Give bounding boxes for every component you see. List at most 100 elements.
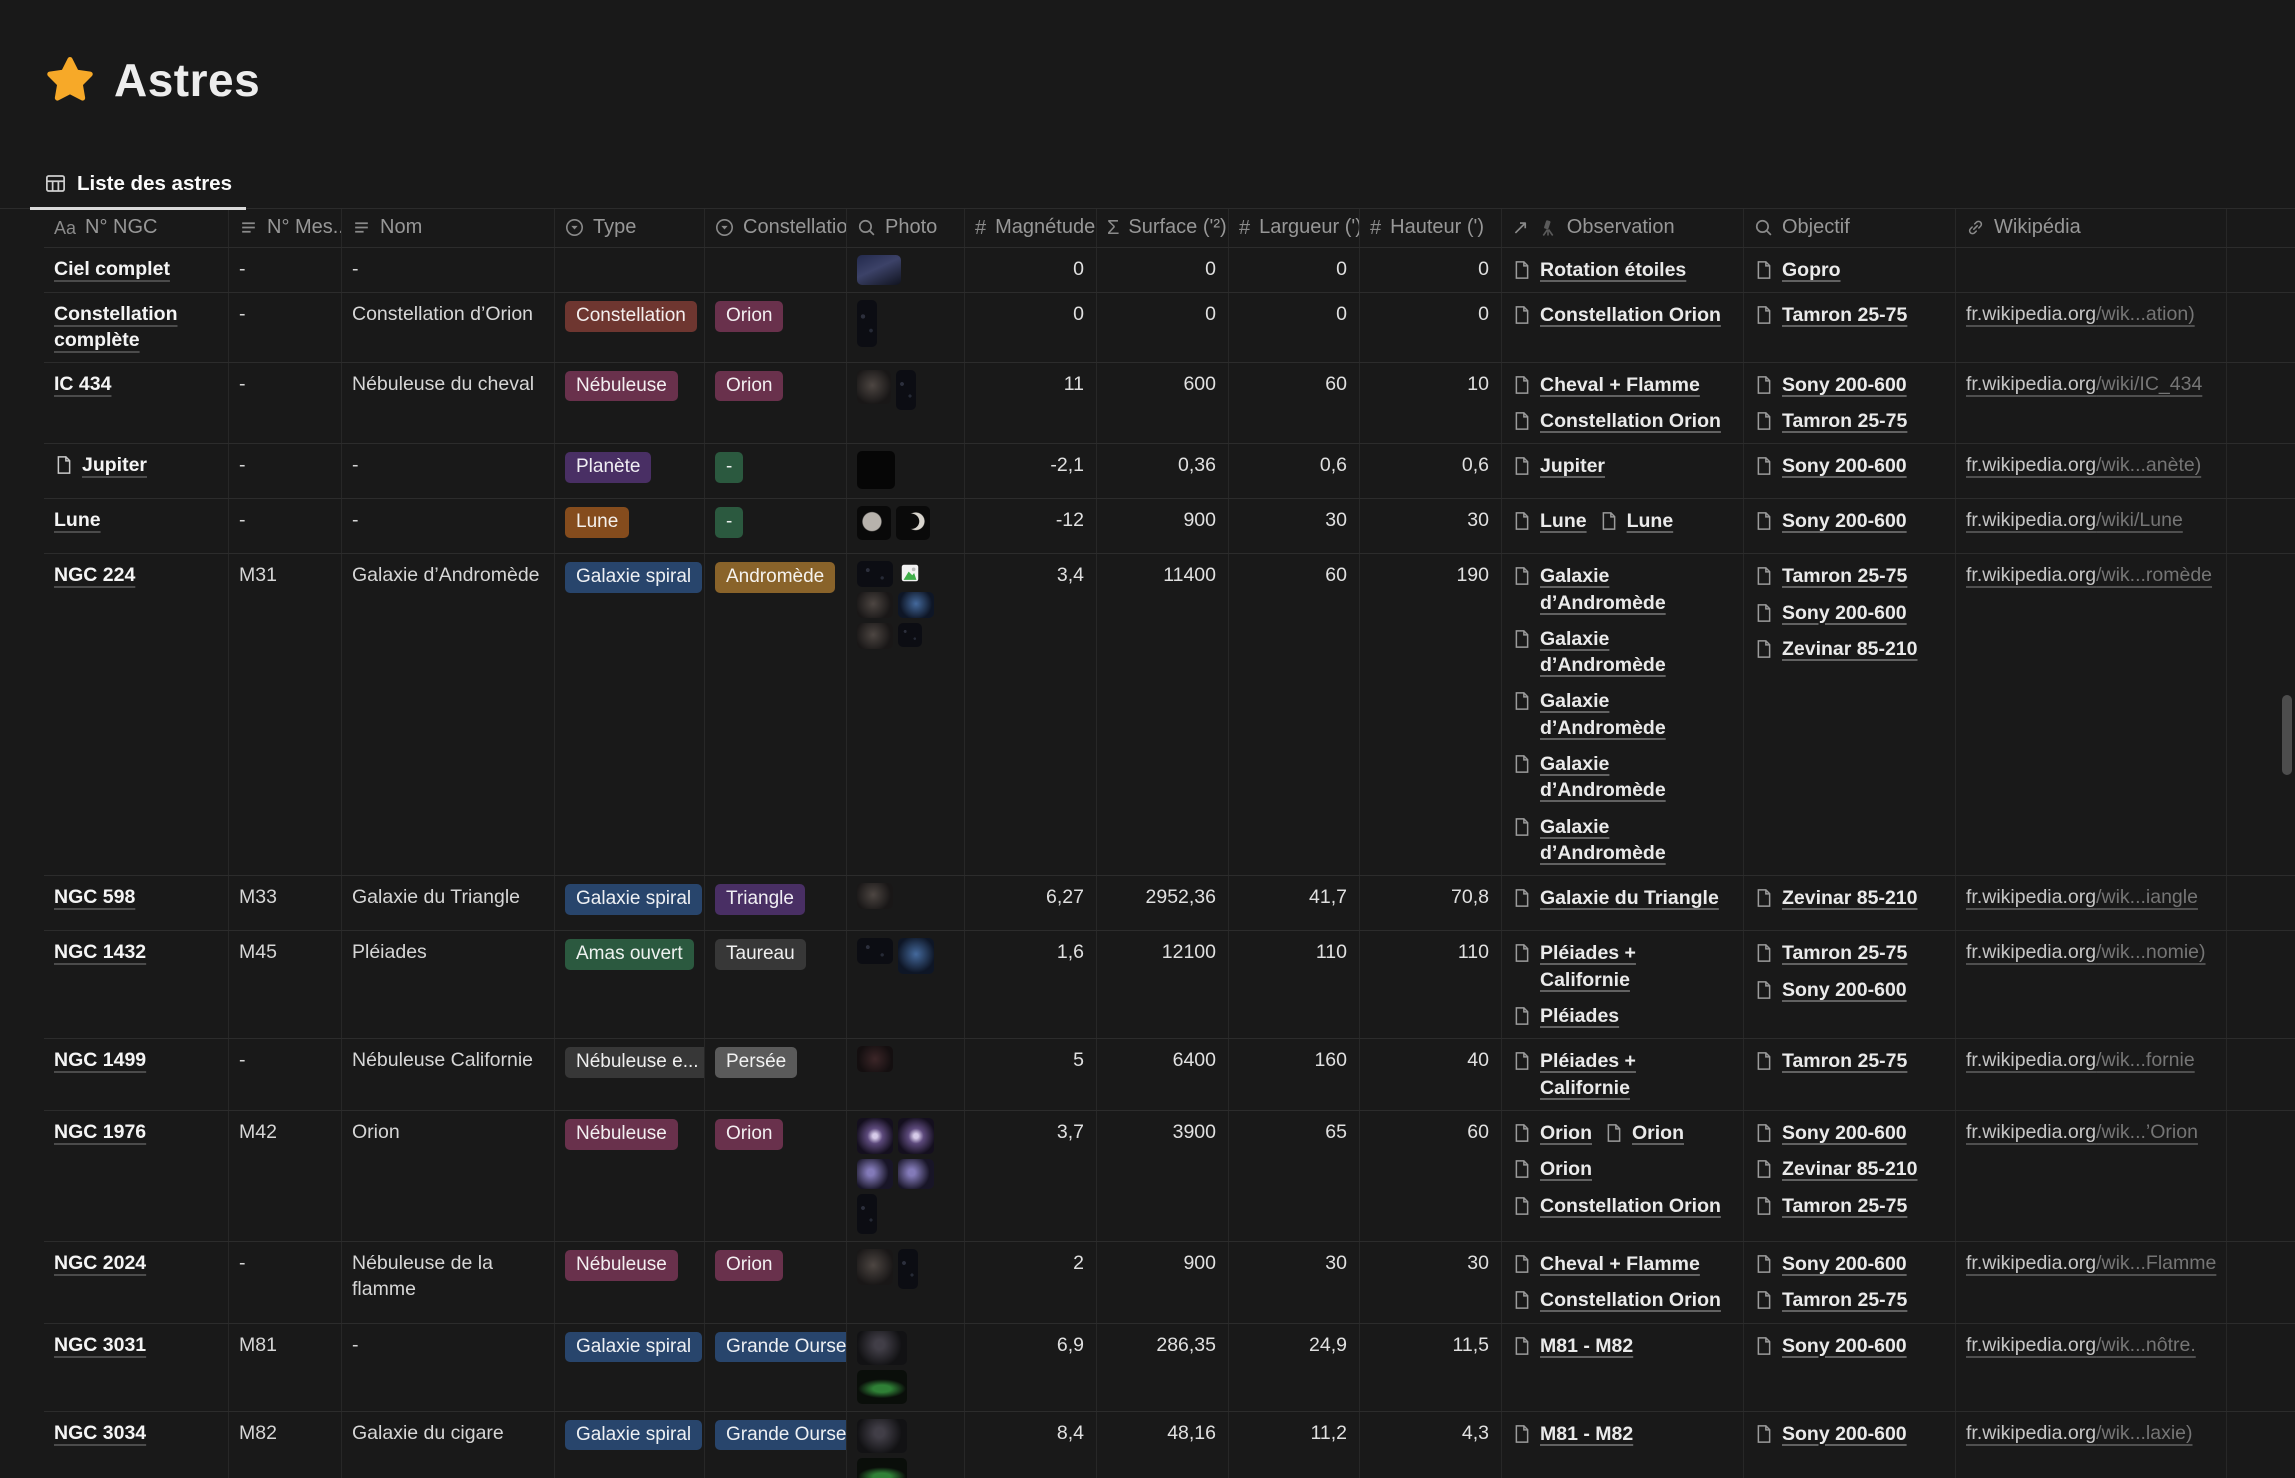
cell-hauteur[interactable]: 0,6 <box>1360 444 1502 499</box>
cell-nom[interactable]: - <box>342 1323 555 1411</box>
cell-photo[interactable] <box>847 1411 965 1478</box>
photo-thumbnail[interactable] <box>857 506 891 541</box>
cell-photo[interactable] <box>847 292 965 362</box>
column-header-messier[interactable]: N° Mes... <box>229 208 342 247</box>
cell-hauteur[interactable]: 40 <box>1360 1039 1502 1110</box>
cell-magnitude[interactable]: 11 <box>965 362 1097 444</box>
cell-largeur[interactable]: 60 <box>1229 362 1360 444</box>
cell-wikipedia[interactable]: fr.wikipedia.org/wiki/IC_434 <box>1956 362 2227 444</box>
cell-type[interactable]: Nébuleuse <box>555 1241 705 1323</box>
cell-surface[interactable]: 2952,36 <box>1097 876 1229 931</box>
cell-wikipedia[interactable]: fr.wikipedia.org/wik...anète) <box>1956 444 2227 499</box>
cell-hauteur[interactable]: 0 <box>1360 292 1502 362</box>
cell-ngc[interactable]: NGC 3034 <box>44 1411 229 1478</box>
cell-objectif[interactable]: Gopro <box>1744 247 1956 292</box>
column-header-hauteur[interactable]: # Hauteur (') <box>1360 208 1502 247</box>
cell-wikipedia[interactable]: fr.wikipedia.org/wik...fornie <box>1956 1039 2227 1110</box>
cell-type[interactable]: Nébuleuse e... <box>555 1039 705 1110</box>
cell-messier[interactable]: - <box>229 362 342 444</box>
cell-constellation[interactable]: - <box>705 499 847 554</box>
cell-hauteur[interactable]: 30 <box>1360 1241 1502 1323</box>
relation-chip[interactable]: Rotation étoiles <box>1512 257 1686 283</box>
relation-chip[interactable]: Tamron 25-75 <box>1754 1193 1907 1219</box>
relation-chip[interactable]: Galaxie d’Andromède <box>1512 626 1721 679</box>
row-title[interactable]: NGC 2024 <box>54 1251 147 1274</box>
column-header-magnitude[interactable]: # Magnétude <box>965 208 1097 247</box>
cell-messier[interactable]: - <box>229 1241 342 1323</box>
cell-photo[interactable] <box>847 444 965 499</box>
photo-thumbnail[interactable] <box>857 1117 893 1154</box>
photo-thumbnail[interactable] <box>857 1248 893 1285</box>
cell-largeur[interactable]: 160 <box>1229 1039 1360 1110</box>
cell-constellation[interactable]: - <box>705 444 847 499</box>
cell-magnitude[interactable]: 0 <box>965 247 1097 292</box>
cell-observation[interactable]: Constellation Orion <box>1502 292 1744 362</box>
cell-surface[interactable]: 900 <box>1097 1241 1229 1323</box>
cell-ngc[interactable]: Constellation complète <box>44 292 229 362</box>
cell-observation[interactable]: Jupiter <box>1502 444 1744 499</box>
cell-observation[interactable]: Galaxie du Triangle <box>1502 876 1744 931</box>
cell-surface[interactable]: 600 <box>1097 362 1229 444</box>
cell-largeur[interactable]: 30 <box>1229 1241 1360 1323</box>
cell-largeur[interactable]: 24,9 <box>1229 1323 1360 1411</box>
cell-magnitude[interactable]: -12 <box>965 499 1097 554</box>
cell-nom[interactable]: Nébuleuse du cheval <box>342 362 555 444</box>
cell-surface[interactable]: 900 <box>1097 499 1229 554</box>
cell-largeur[interactable]: 11,2 <box>1229 1411 1360 1478</box>
photo-thumbnail[interactable] <box>898 1158 934 1189</box>
row-title[interactable]: IC 434 <box>54 372 112 395</box>
relation-chip[interactable]: Lune <box>1599 508 1673 534</box>
cell-nom[interactable]: Orion <box>342 1110 555 1241</box>
relation-chip[interactable]: Tamron 25-75 <box>1754 408 1907 434</box>
cell-observation[interactable]: Galaxie d’Andromède Galaxie d’Andromède Ga… <box>1502 554 1744 876</box>
cell-type[interactable]: Galaxie spiral <box>555 1323 705 1411</box>
column-header-type[interactable]: Type <box>555 208 705 247</box>
cell-nom[interactable]: Nébuleuse de la flamme <box>342 1241 555 1323</box>
cell-messier[interactable]: - <box>229 499 342 554</box>
wikipedia-link[interactable]: fr.wikipedia.org/wik...laxie) <box>1966 1421 2193 1444</box>
relation-chip[interactable]: Tamron 25-75 <box>1754 940 1907 966</box>
cell-constellation[interactable]: Andromède <box>705 554 847 876</box>
relation-chip[interactable]: Zevinar 85-210 <box>1754 636 1918 662</box>
row-title[interactable]: NGC 1499 <box>54 1049 147 1072</box>
cell-constellation[interactable]: Orion <box>705 362 847 444</box>
row-title[interactable]: NGC 1976 <box>54 1120 147 1143</box>
wikipedia-link[interactable]: fr.wikipedia.org/wik...anète) <box>1966 454 2202 477</box>
cell-photo[interactable] <box>847 931 965 1039</box>
cell-objectif[interactable]: Tamron 25-75 Sony 200-600 Zevinar 85-210 <box>1744 554 1956 876</box>
relation-chip[interactable]: Sony 200-600 <box>1754 1120 1907 1146</box>
cell-surface[interactable]: 286,35 <box>1097 1323 1229 1411</box>
cell-ngc[interactable]: NGC 2024 <box>44 1241 229 1323</box>
photo-thumbnail[interactable] <box>857 1158 893 1189</box>
relation-chip[interactable]: Tamron 25-75 <box>1754 563 1907 589</box>
cell-magnitude[interactable]: 3,7 <box>965 1110 1097 1241</box>
cell-objectif[interactable]: Sony 200-600 <box>1744 444 1956 499</box>
cell-photo[interactable] <box>847 1323 965 1411</box>
relation-chip[interactable]: Sony 200-600 <box>1754 372 1907 398</box>
cell-surface[interactable]: 0,36 <box>1097 444 1229 499</box>
cell-largeur[interactable]: 110 <box>1229 931 1360 1039</box>
cell-messier[interactable]: - <box>229 247 342 292</box>
cell-photo[interactable] <box>847 362 965 444</box>
relation-chip[interactable]: Tamron 25-75 <box>1754 1048 1907 1074</box>
column-header-nom[interactable]: Nom <box>342 208 555 247</box>
vertical-scrollbar[interactable] <box>2282 695 2292 775</box>
cell-observation[interactable]: Pléiades + Californie Pléiades <box>1502 931 1744 1039</box>
relation-chip[interactable]: Lune <box>1512 508 1587 534</box>
relation-chip[interactable]: Cheval + Flamme <box>1512 372 1700 398</box>
column-header-constellation[interactable]: Constellation <box>705 208 847 247</box>
cell-photo[interactable] <box>847 247 965 292</box>
wikipedia-link[interactable]: fr.wikipedia.org/wiki/Lune <box>1966 509 2183 532</box>
cell-wikipedia[interactable] <box>1956 247 2227 292</box>
cell-ngc[interactable]: IC 434 <box>44 362 229 444</box>
cell-objectif[interactable]: Sony 200-600 Tamron 25-75 <box>1744 1241 1956 1323</box>
relation-chip[interactable]: Sony 200-600 <box>1754 1251 1907 1277</box>
photo-thumbnail[interactable] <box>857 1418 907 1453</box>
cell-nom[interactable]: - <box>342 499 555 554</box>
relation-chip[interactable]: Gopro <box>1754 257 1841 283</box>
cell-messier[interactable]: - <box>229 444 342 499</box>
cell-photo[interactable] <box>847 499 965 554</box>
cell-type[interactable]: Galaxie spiral <box>555 876 705 931</box>
column-header-wikipedia[interactable]: Wikipédia <box>1956 208 2227 247</box>
row-title[interactable]: NGC 598 <box>54 886 136 909</box>
